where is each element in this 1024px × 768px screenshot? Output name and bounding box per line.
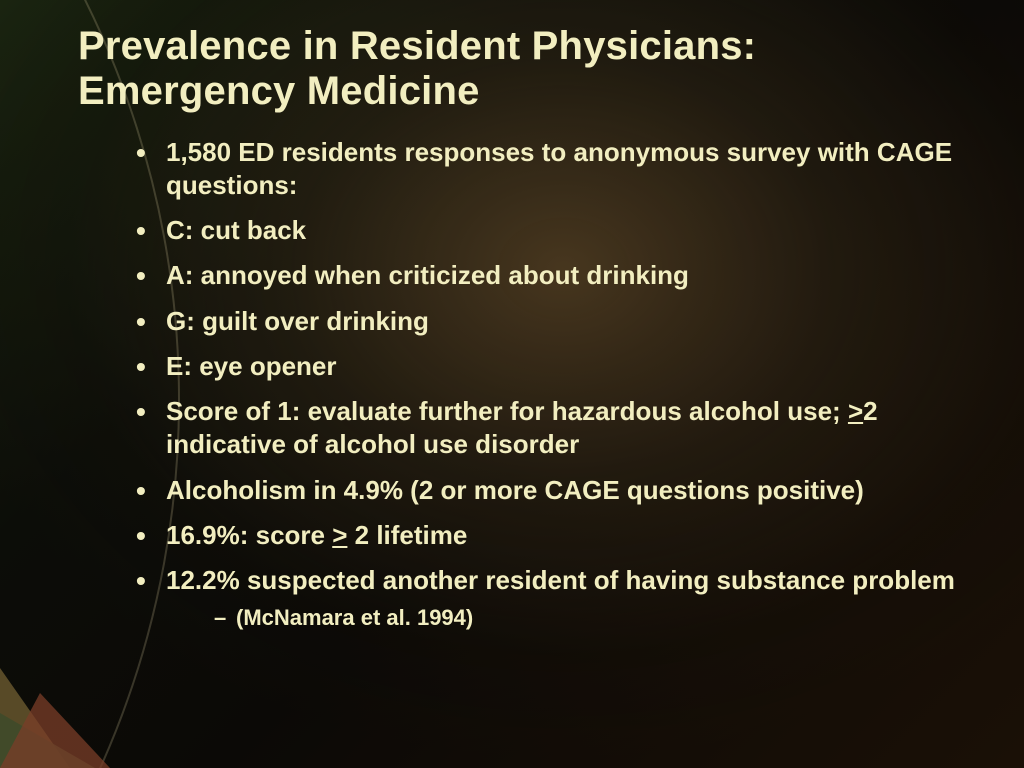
bullet-item: G: guilt over drinking [136,305,956,338]
slide: Prevalence in Resident Physicians: Emerg… [0,0,1024,768]
bullet-item: E: eye opener [136,350,956,383]
bullet-text: 16.9%: score [166,520,332,550]
bullet-item: 1,580 ED residents responses to anonymou… [136,136,956,203]
slide-title: Prevalence in Resident Physicians: Emerg… [78,24,964,114]
citation-list: (McNamara et al. 1994) [214,604,956,632]
bullet-item: Score of 1: evaluate further for hazardo… [136,395,956,462]
bullet-text: Score of 1: evaluate further for hazardo… [166,396,848,426]
bullet-item: 12.2% suspected another resident of havi… [136,564,956,631]
underlined-text: > [332,520,347,550]
underlined-text: > [848,396,863,426]
bullet-item: Alcoholism in 4.9% (2 or more CAGE quest… [136,474,956,507]
bullet-item: 16.9%: score > 2 lifetime [136,519,956,552]
bullet-list: 1,580 ED residents responses to anonymou… [136,136,956,632]
bullet-text: 2 lifetime [347,520,467,550]
bullet-item: A: annoyed when criticized about drinkin… [136,259,956,292]
citation: (McNamara et al. 1994) [214,604,956,632]
bullet-item: C: cut back [136,214,956,247]
